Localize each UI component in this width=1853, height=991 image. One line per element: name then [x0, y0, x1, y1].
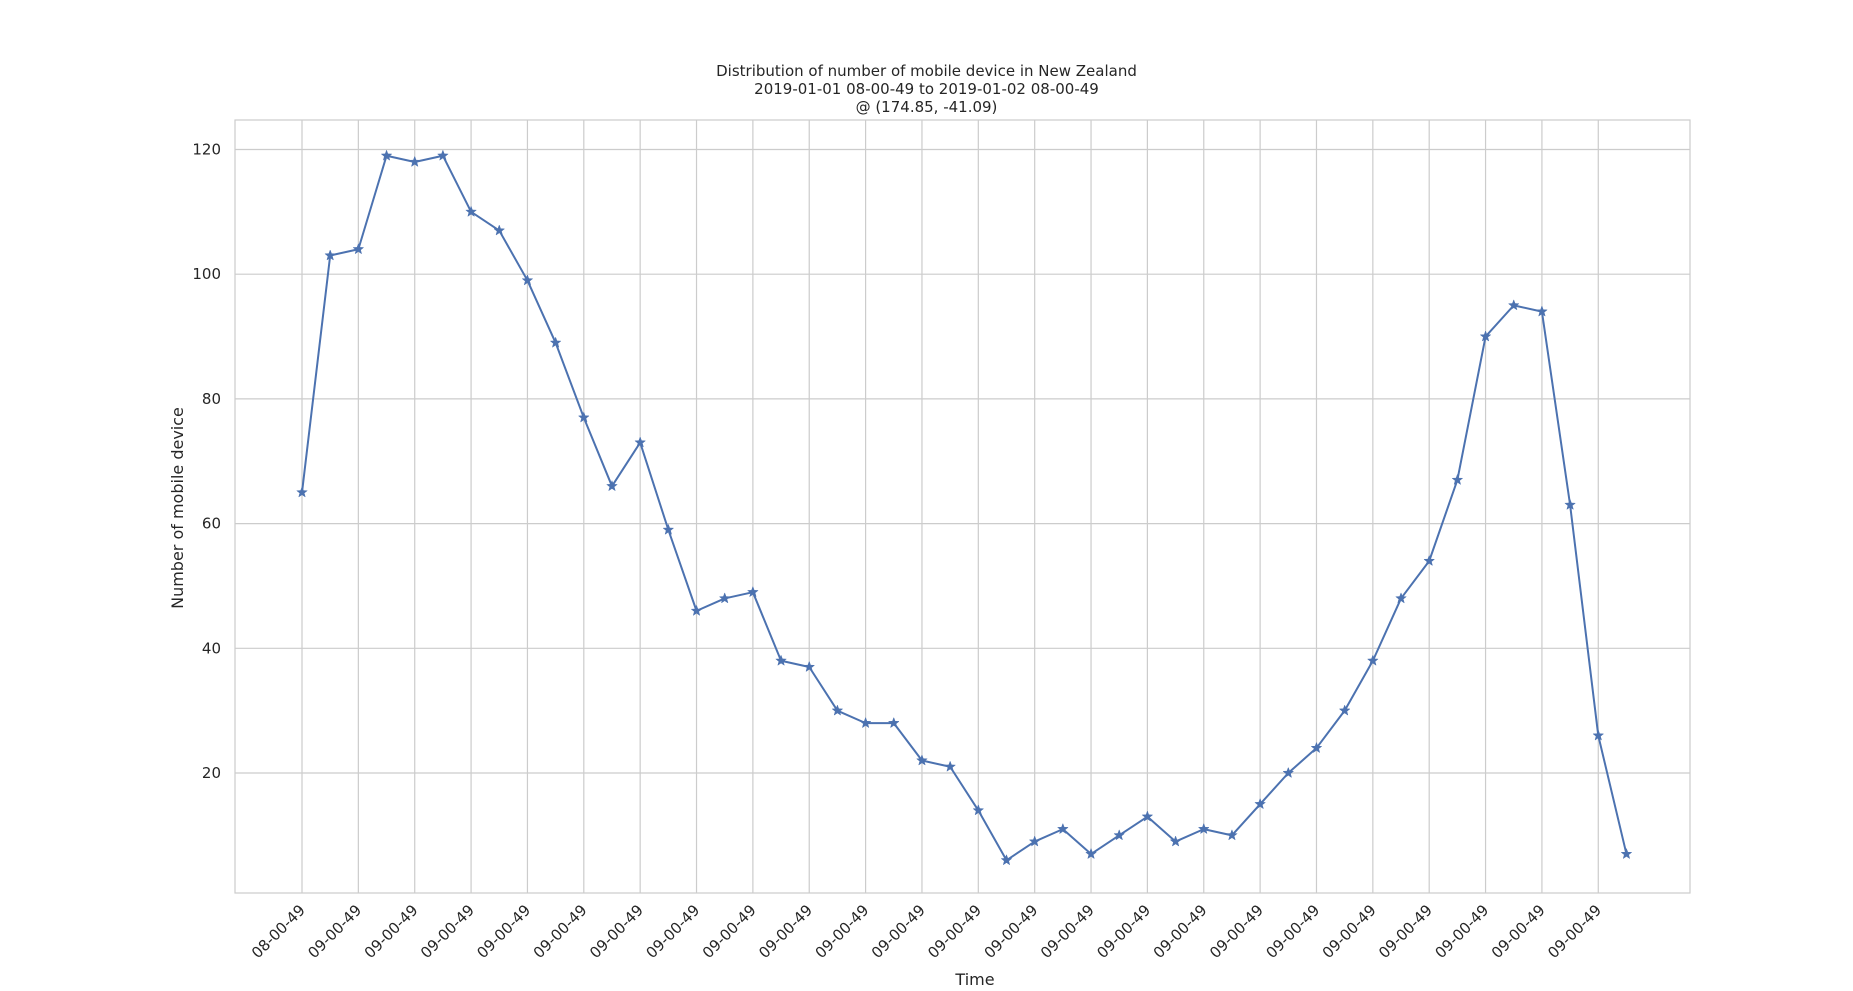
data-point: [1507, 299, 1520, 311]
data-point: [1310, 741, 1323, 754]
data-point: [324, 249, 337, 261]
y-tick-label: 60: [202, 515, 221, 533]
x-tick-label: 09-00-49: [642, 901, 703, 962]
y-tick-label: 120: [192, 141, 221, 159]
grid-lines: [235, 120, 1690, 893]
y-tick-label: 100: [192, 265, 221, 283]
x-tick-labels: 08-00-4909-00-4909-00-4909-00-4909-00-49…: [248, 901, 1605, 962]
x-tick-label: 09-00-49: [981, 901, 1042, 962]
data-point: [1564, 498, 1577, 510]
x-tick-label: 09-00-49: [417, 901, 478, 962]
x-tick-label: 09-00-49: [361, 901, 422, 962]
data-point: [1113, 829, 1126, 841]
x-tick-label: 09-00-49: [1037, 901, 1098, 962]
x-axis-label: Time: [954, 970, 994, 989]
x-tick-label: 09-00-49: [1432, 901, 1493, 962]
data-point: [352, 243, 365, 255]
y-tick-labels: 20 40 60 80 100 120: [192, 141, 221, 783]
x-tick-label: 09-00-49: [1488, 901, 1549, 962]
x-tick-label: 09-00-49: [304, 901, 365, 962]
data-point: [831, 704, 844, 716]
x-tick-label: 09-00-49: [868, 901, 929, 962]
x-tick-label: 09-00-49: [586, 901, 647, 962]
data-point: [1197, 822, 1210, 835]
data-point: [944, 760, 957, 772]
x-tick-label: 09-00-49: [924, 901, 985, 962]
x-tick-label: 09-00-49: [1093, 901, 1154, 962]
data-point: [1536, 305, 1548, 317]
data-point: [1000, 854, 1013, 866]
data-point: [1085, 847, 1097, 860]
chart-title-line-3: @ (174.85, -41.09): [855, 98, 998, 116]
y-tick-label: 80: [202, 390, 221, 408]
series-layer: [296, 149, 1633, 866]
y-axis-label: Number of mobile device: [168, 407, 187, 609]
data-point: [408, 155, 421, 167]
data-point: [606, 479, 618, 492]
data-point: [803, 660, 816, 673]
chart-title-line-1: Distribution of number of mobile device …: [716, 62, 1137, 80]
data-point: [1056, 822, 1069, 835]
data-point: [1395, 592, 1407, 604]
x-tick-label: 09-00-49: [1375, 901, 1436, 962]
y-tick-label: 40: [202, 639, 221, 657]
data-point: [1254, 797, 1267, 810]
data-point: [436, 149, 449, 161]
data-point: [1282, 766, 1295, 779]
chart-title-line-2: 2019-01-01 08-00-49 to 2019-01-02 08-00-…: [754, 80, 1099, 98]
x-tick-label: 09-00-49: [1262, 901, 1323, 962]
data-point: [916, 754, 928, 766]
data-point: [634, 436, 647, 448]
data-point: [465, 205, 477, 217]
data-point: [746, 585, 759, 598]
x-tick-label: 09-00-49: [1206, 901, 1267, 962]
data-point: [1028, 835, 1041, 847]
data-point: [690, 604, 703, 616]
x-tick-label: 09-00-49: [755, 901, 816, 962]
data-point: [1141, 810, 1154, 822]
data-point: [859, 716, 872, 729]
y-tick-label: 20: [202, 764, 221, 782]
data-point: [380, 149, 393, 161]
data-point: [1451, 473, 1464, 485]
data-point: [296, 486, 308, 498]
data-point: [662, 523, 675, 535]
series-line: [301, 154, 1628, 862]
data-point: [1226, 829, 1238, 841]
data-point: [1620, 847, 1633, 860]
plot-area: [234, 119, 1691, 894]
data-point: [1366, 654, 1379, 666]
data-point: [1169, 835, 1182, 847]
x-tick-label: 09-00-49: [473, 901, 534, 962]
data-point: [1479, 330, 1492, 342]
x-tick-label: 09-00-49: [1544, 901, 1605, 962]
data-point: [1338, 704, 1351, 716]
x-tick-label: 09-00-49: [530, 901, 591, 962]
x-tick-label: 09-00-49: [1319, 901, 1380, 962]
x-tick-label: 09-00-49: [1150, 901, 1211, 962]
data-point: [887, 716, 900, 729]
data-point: [775, 654, 787, 666]
data-point: [1423, 554, 1436, 567]
x-tick-label: 09-00-49: [699, 901, 760, 962]
data-point: [577, 411, 590, 423]
data-point: [549, 336, 562, 348]
data-point: [972, 804, 985, 816]
x-tick-label: 08-00-49: [248, 901, 309, 962]
data-point: [1592, 729, 1605, 741]
x-tick-label: 09-00-49: [812, 901, 873, 962]
data-point: [521, 274, 534, 286]
data-point: [718, 592, 731, 604]
data-point: [493, 224, 506, 236]
